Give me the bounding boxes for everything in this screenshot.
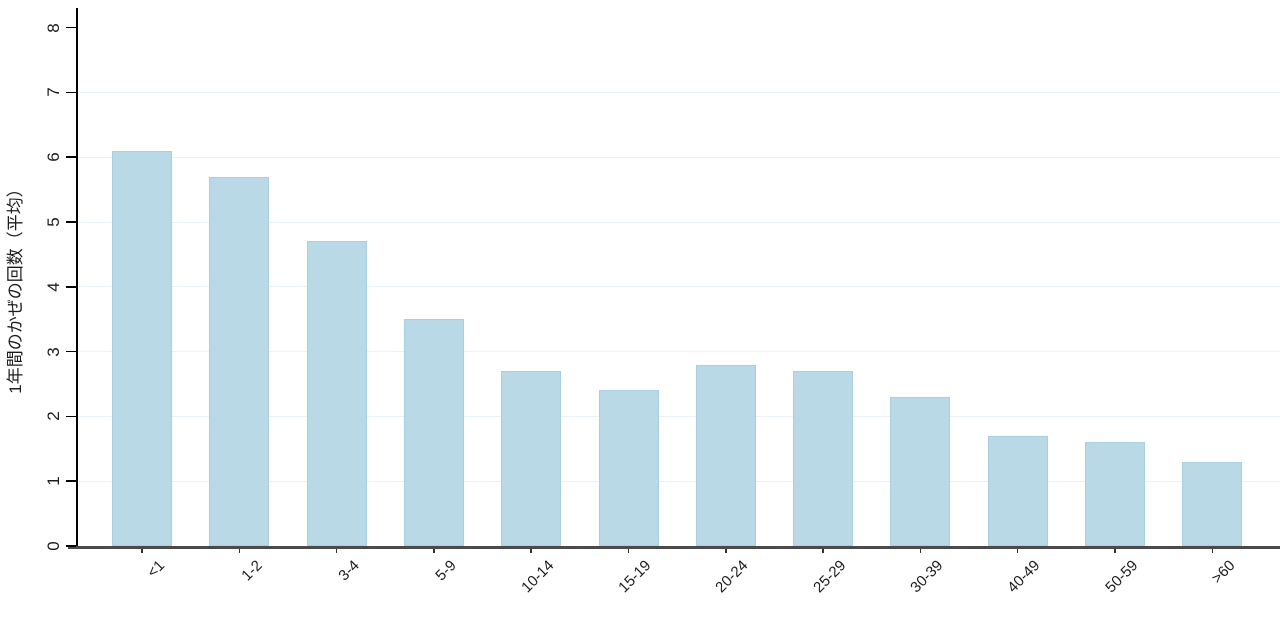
y-axis-line (76, 8, 78, 548)
bar-20-24 (695, 364, 756, 546)
x-tick-mark (919, 548, 922, 553)
bar-3-4 (306, 241, 367, 546)
y-tick-mark (66, 221, 77, 223)
bar-1-2 (209, 176, 270, 546)
bar-15-19 (598, 390, 659, 546)
bar-40-49 (987, 435, 1048, 546)
x-tick-mark (627, 548, 630, 553)
x-tick-label: 1-2 (237, 557, 266, 585)
y-tick-mark (66, 26, 77, 29)
x-tick-mark (822, 548, 824, 553)
y-tick-mark (66, 545, 77, 547)
y-tick-mark (66, 286, 77, 288)
x-tick-mark (238, 548, 241, 553)
x-tick-mark (1016, 548, 1019, 553)
x-tick-mark (530, 548, 532, 553)
x-tick-mark (335, 548, 338, 553)
bar-10-14 (501, 371, 562, 546)
x-tick-mark (141, 548, 143, 553)
y-tick-mark (66, 91, 77, 94)
gridline (78, 91, 1280, 93)
bar-30-39 (890, 396, 951, 546)
x-tick-mark (1211, 548, 1214, 553)
x-tick-label: 30-39 (907, 557, 947, 597)
x-tick-label: 15-19 (615, 557, 655, 597)
x-tick-label: <1 (143, 557, 169, 582)
x-tick-label: >60 (1208, 557, 1239, 588)
x-tick-label: 25-29 (809, 557, 850, 597)
bar-5-9 (403, 319, 464, 546)
bar-<1 (112, 150, 172, 546)
bar->60 (1182, 461, 1243, 546)
x-tick-mark (433, 548, 435, 553)
x-axis-line (68, 545, 1280, 549)
x-tick-mark (1114, 548, 1116, 553)
y-axis-title: 1年間のかぜの回数（平均） (6, 180, 25, 394)
y-tick-mark (66, 480, 77, 482)
x-tick-label: 50-59 (1101, 557, 1142, 597)
x-tick-label: 20-24 (712, 557, 752, 597)
x-tick-label: 40-49 (1004, 557, 1044, 597)
y-tick-label: 8 (44, 22, 63, 33)
y-tick-mark (66, 156, 77, 158)
y-tick-mark (66, 415, 77, 418)
x-tick-label: 10-14 (518, 557, 558, 597)
x-tick-label: 5-9 (432, 557, 460, 585)
bar-25-29 (793, 371, 854, 546)
x-tick-mark (725, 548, 727, 553)
y-tick-mark (66, 350, 77, 353)
gridline (78, 156, 1280, 158)
x-tick-label: 3-4 (335, 557, 363, 585)
bar-50-59 (1085, 442, 1145, 546)
